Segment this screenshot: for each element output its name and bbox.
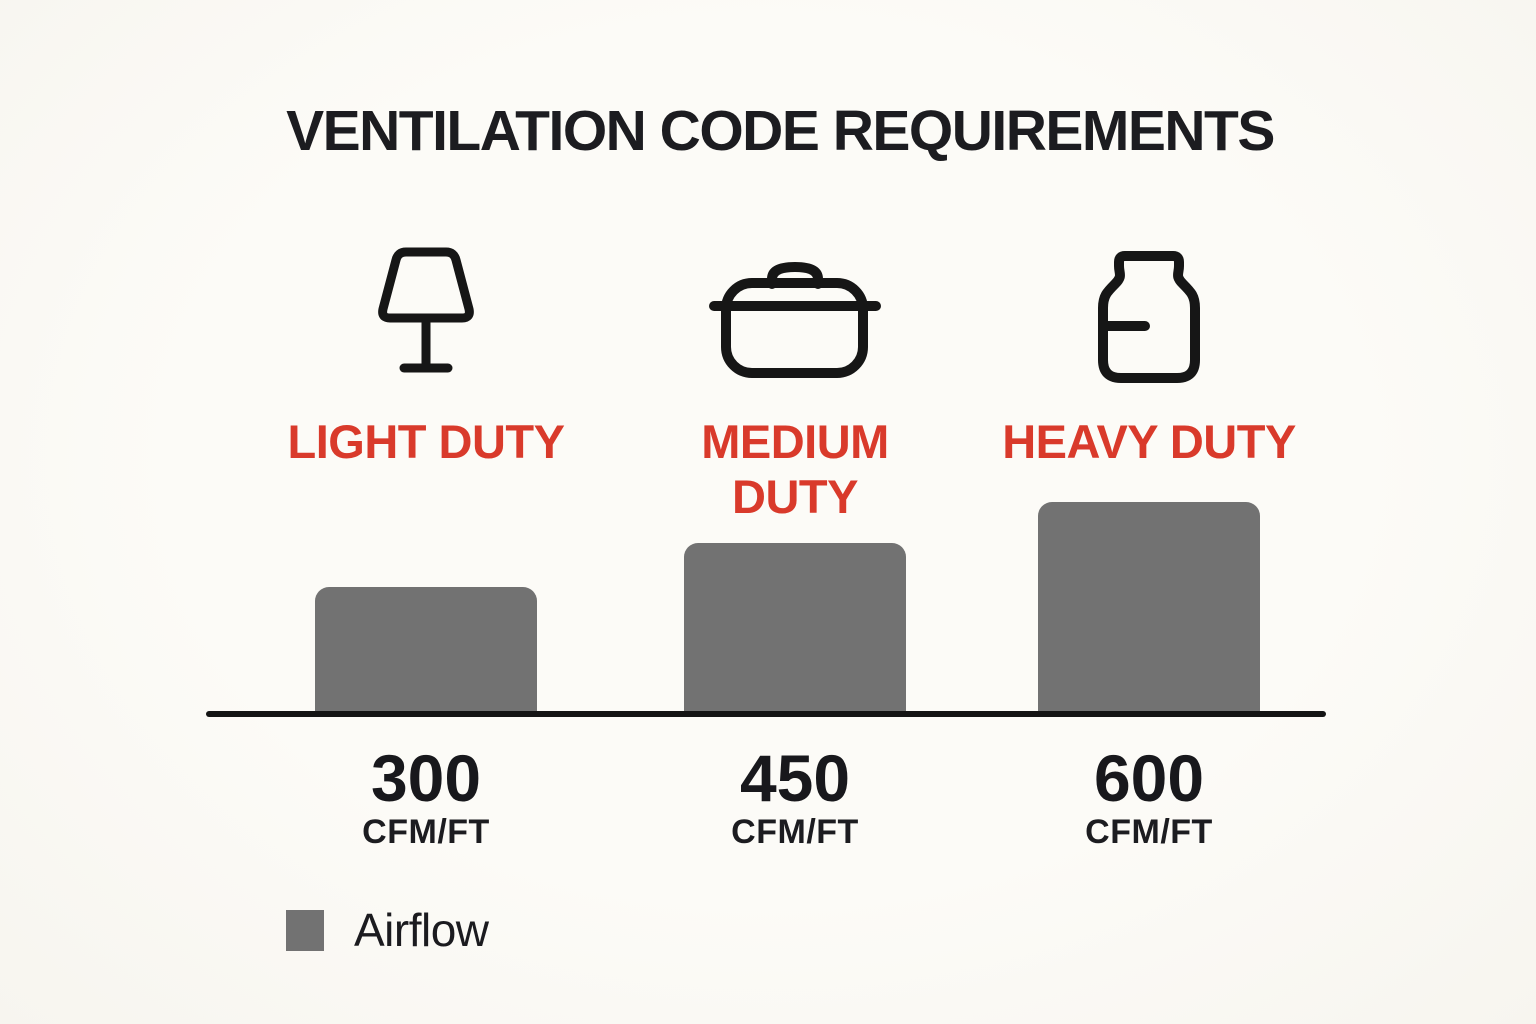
unit-label-heavy-duty: CFM/FT xyxy=(1085,813,1213,851)
value-light-duty: 300 xyxy=(370,741,482,815)
legend-swatch-airflow xyxy=(286,909,324,951)
milk-jug-icon xyxy=(1097,248,1201,388)
bar-light-duty xyxy=(315,587,537,714)
category-label-light-duty: LIGHT DUTY xyxy=(287,415,565,468)
legend-label-airflow: Airflow xyxy=(354,904,489,956)
value-medium-duty: 450 xyxy=(739,741,851,815)
bar-medium-duty xyxy=(684,543,906,714)
bar-heavy-duty xyxy=(1038,502,1260,714)
category-label-medium-duty: MEDIUM DUTY xyxy=(701,415,889,523)
value-heavy-duty: 600 xyxy=(1093,741,1205,815)
chart-title: VENTILATION CODE REQUIREMENTS xyxy=(286,99,1275,163)
category-label-heavy-duty: HEAVY DUTY xyxy=(1002,415,1296,468)
unit-label-light-duty: CFM/FT xyxy=(362,813,490,851)
unit-label-medium-duty: CFM/FT xyxy=(731,813,859,851)
cooking-pot-icon xyxy=(708,262,882,380)
table-lamp-icon xyxy=(376,246,476,378)
baseline-axis xyxy=(206,711,1326,717)
legend: Airflow xyxy=(286,903,489,957)
